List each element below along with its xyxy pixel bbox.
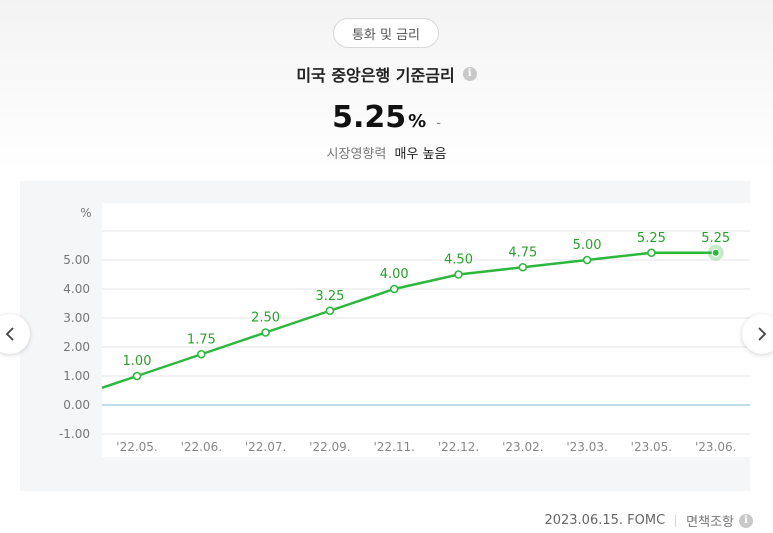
data-label: 1.00 <box>123 354 152 369</box>
footer: 2023.06.15. FOMC 면책조항 i <box>544 511 753 530</box>
data-point <box>132 371 142 381</box>
current-rate-value: 5.25 <box>332 100 407 135</box>
x-tick-label: '23.02. <box>502 440 543 454</box>
data-label: 3.25 <box>315 289 344 304</box>
x-tick-label: '22.09. <box>309 440 350 454</box>
y-tick-label: 0.00 <box>63 398 90 412</box>
x-tick-label: '23.03. <box>566 440 607 454</box>
y-tick-label: 3.00 <box>63 311 90 325</box>
y-axis-unit-label: % <box>80 206 91 220</box>
chart-panel: % 5.00 4.00 3.00 2.00 1.00 0.00 -1.00 '22.05. '2… <box>20 181 750 491</box>
data-point <box>197 349 206 359</box>
data-label: 5.25 <box>701 231 730 246</box>
chevron-right-icon <box>758 327 767 341</box>
data-label: 1.75 <box>187 332 216 347</box>
data-point <box>454 270 463 279</box>
data-point <box>325 306 335 316</box>
data-label: 4.50 <box>444 253 473 268</box>
rate-change: - <box>436 116 441 131</box>
y-tick-label: 1.00 <box>63 369 90 383</box>
data-point <box>582 255 592 265</box>
category-pill[interactable]: 통화 및 금리 <box>333 18 439 48</box>
data-point <box>389 284 399 294</box>
data-label: 4.00 <box>380 267 409 282</box>
source-date: 2023.06.15. FOMC <box>544 513 666 528</box>
data-point <box>647 248 656 258</box>
x-tick-label: '22.05. <box>116 440 157 454</box>
disclaimer-link[interactable]: 면책조항 <box>686 515 734 530</box>
x-tick-label: '22.11. <box>373 440 414 454</box>
indicator-title: 미국 중앙은행 기준금리 <box>296 66 455 85</box>
data-point <box>711 248 720 257</box>
data-label: 2.50 <box>251 311 280 326</box>
x-tick-label: '23.06. <box>695 440 736 454</box>
plot-area <box>102 203 750 457</box>
category-pill-label: 통화 및 금리 <box>351 27 421 43</box>
rate-line-chart: % 5.00 4.00 3.00 2.00 1.00 0.00 -1.00 '22.05. '2… <box>59 203 750 457</box>
data-point <box>518 262 528 272</box>
influence-label: 시장영향력 <box>326 147 387 162</box>
y-tick-label: -1.00 <box>59 427 90 441</box>
data-label: 4.75 <box>508 245 537 260</box>
x-tick-label: '22.12. <box>438 440 479 454</box>
influence-value: 매우 높음 <box>394 147 447 162</box>
title-row: 미국 중앙은행 기준금리 i <box>0 62 773 86</box>
disclaimer-info-icon[interactable]: i <box>739 513 753 528</box>
next-chart-button[interactable] <box>742 314 773 354</box>
y-tick-label: 2.00 <box>63 340 90 354</box>
y-tick-label: 4.00 <box>63 282 90 296</box>
x-tick-label: '22.07. <box>245 440 286 454</box>
data-point <box>261 328 270 337</box>
current-value-row: 5.25 % - <box>0 100 773 135</box>
data-label: 5.25 <box>637 231 666 246</box>
x-tick-label: '23.05. <box>631 440 672 454</box>
x-tick-label: '22.06. <box>181 440 222 454</box>
market-influence: 시장영향력 매우 높음 <box>0 143 773 162</box>
current-rate-unit: % <box>408 111 427 132</box>
y-tick-label: 5.00 <box>63 253 90 267</box>
chevron-left-icon <box>5 327 14 341</box>
data-label: 5.00 <box>573 238 602 253</box>
info-icon[interactable]: i <box>462 67 477 81</box>
footer-divider <box>675 514 677 527</box>
